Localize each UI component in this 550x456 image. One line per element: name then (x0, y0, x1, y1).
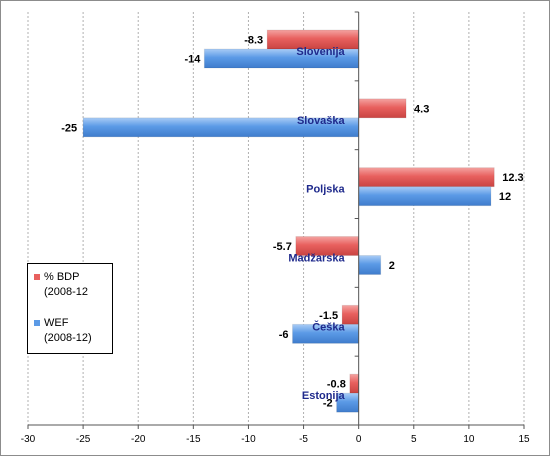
data-label-bdp: 4.3 (414, 103, 429, 115)
x-tick-label: -10 (241, 434, 256, 445)
x-tick-label: -20 (131, 434, 146, 445)
data-label-wef: 2 (389, 260, 395, 272)
legend: % BDP (2008-12 WEF (2008-12) (27, 263, 113, 354)
bar-wef (358, 186, 492, 207)
x-tick-label: 5 (411, 434, 417, 445)
data-label-bdp: 12.3 (502, 172, 523, 184)
category-label: Poljska (306, 184, 345, 196)
x-tick-label: 10 (463, 434, 475, 445)
data-label-wef: -2 (323, 398, 333, 410)
x-tick-label: -5 (299, 434, 308, 445)
category-label: Slovenija (296, 46, 345, 58)
legend-swatch-wef (34, 320, 40, 326)
data-label-bdp: -8.3 (244, 35, 263, 47)
bar-wef (358, 255, 382, 275)
data-label-bdp: -5.7 (273, 241, 292, 253)
data-label-wef: -6 (279, 329, 289, 341)
data-label-wef: -25 (61, 122, 77, 134)
data-label-bdp: -0.8 (327, 379, 346, 391)
category-label: Slovaška (297, 115, 346, 127)
category-label: Češka (312, 320, 345, 333)
legend-label-wef: WEF (2008-12) (44, 317, 92, 344)
x-tick-label: 15 (518, 434, 530, 445)
category-label: Estonija (302, 390, 346, 402)
category-label: Madžarska (288, 253, 345, 265)
data-label-wef: 12 (499, 191, 511, 203)
x-tick-label: -30 (21, 434, 36, 445)
bar-bdp (358, 98, 407, 119)
x-tick-label: -25 (76, 434, 91, 445)
legend-label-bdp: % BDP (2008-12 (44, 271, 89, 298)
legend-swatch-bdp (34, 274, 40, 280)
data-label-bdp: -1.5 (319, 310, 338, 322)
data-label-wef: -14 (184, 54, 201, 66)
bar-bdp (358, 167, 495, 188)
bar-bdp (349, 373, 360, 394)
x-tick-label: 0 (356, 434, 362, 445)
x-tick-label: -15 (186, 434, 201, 445)
